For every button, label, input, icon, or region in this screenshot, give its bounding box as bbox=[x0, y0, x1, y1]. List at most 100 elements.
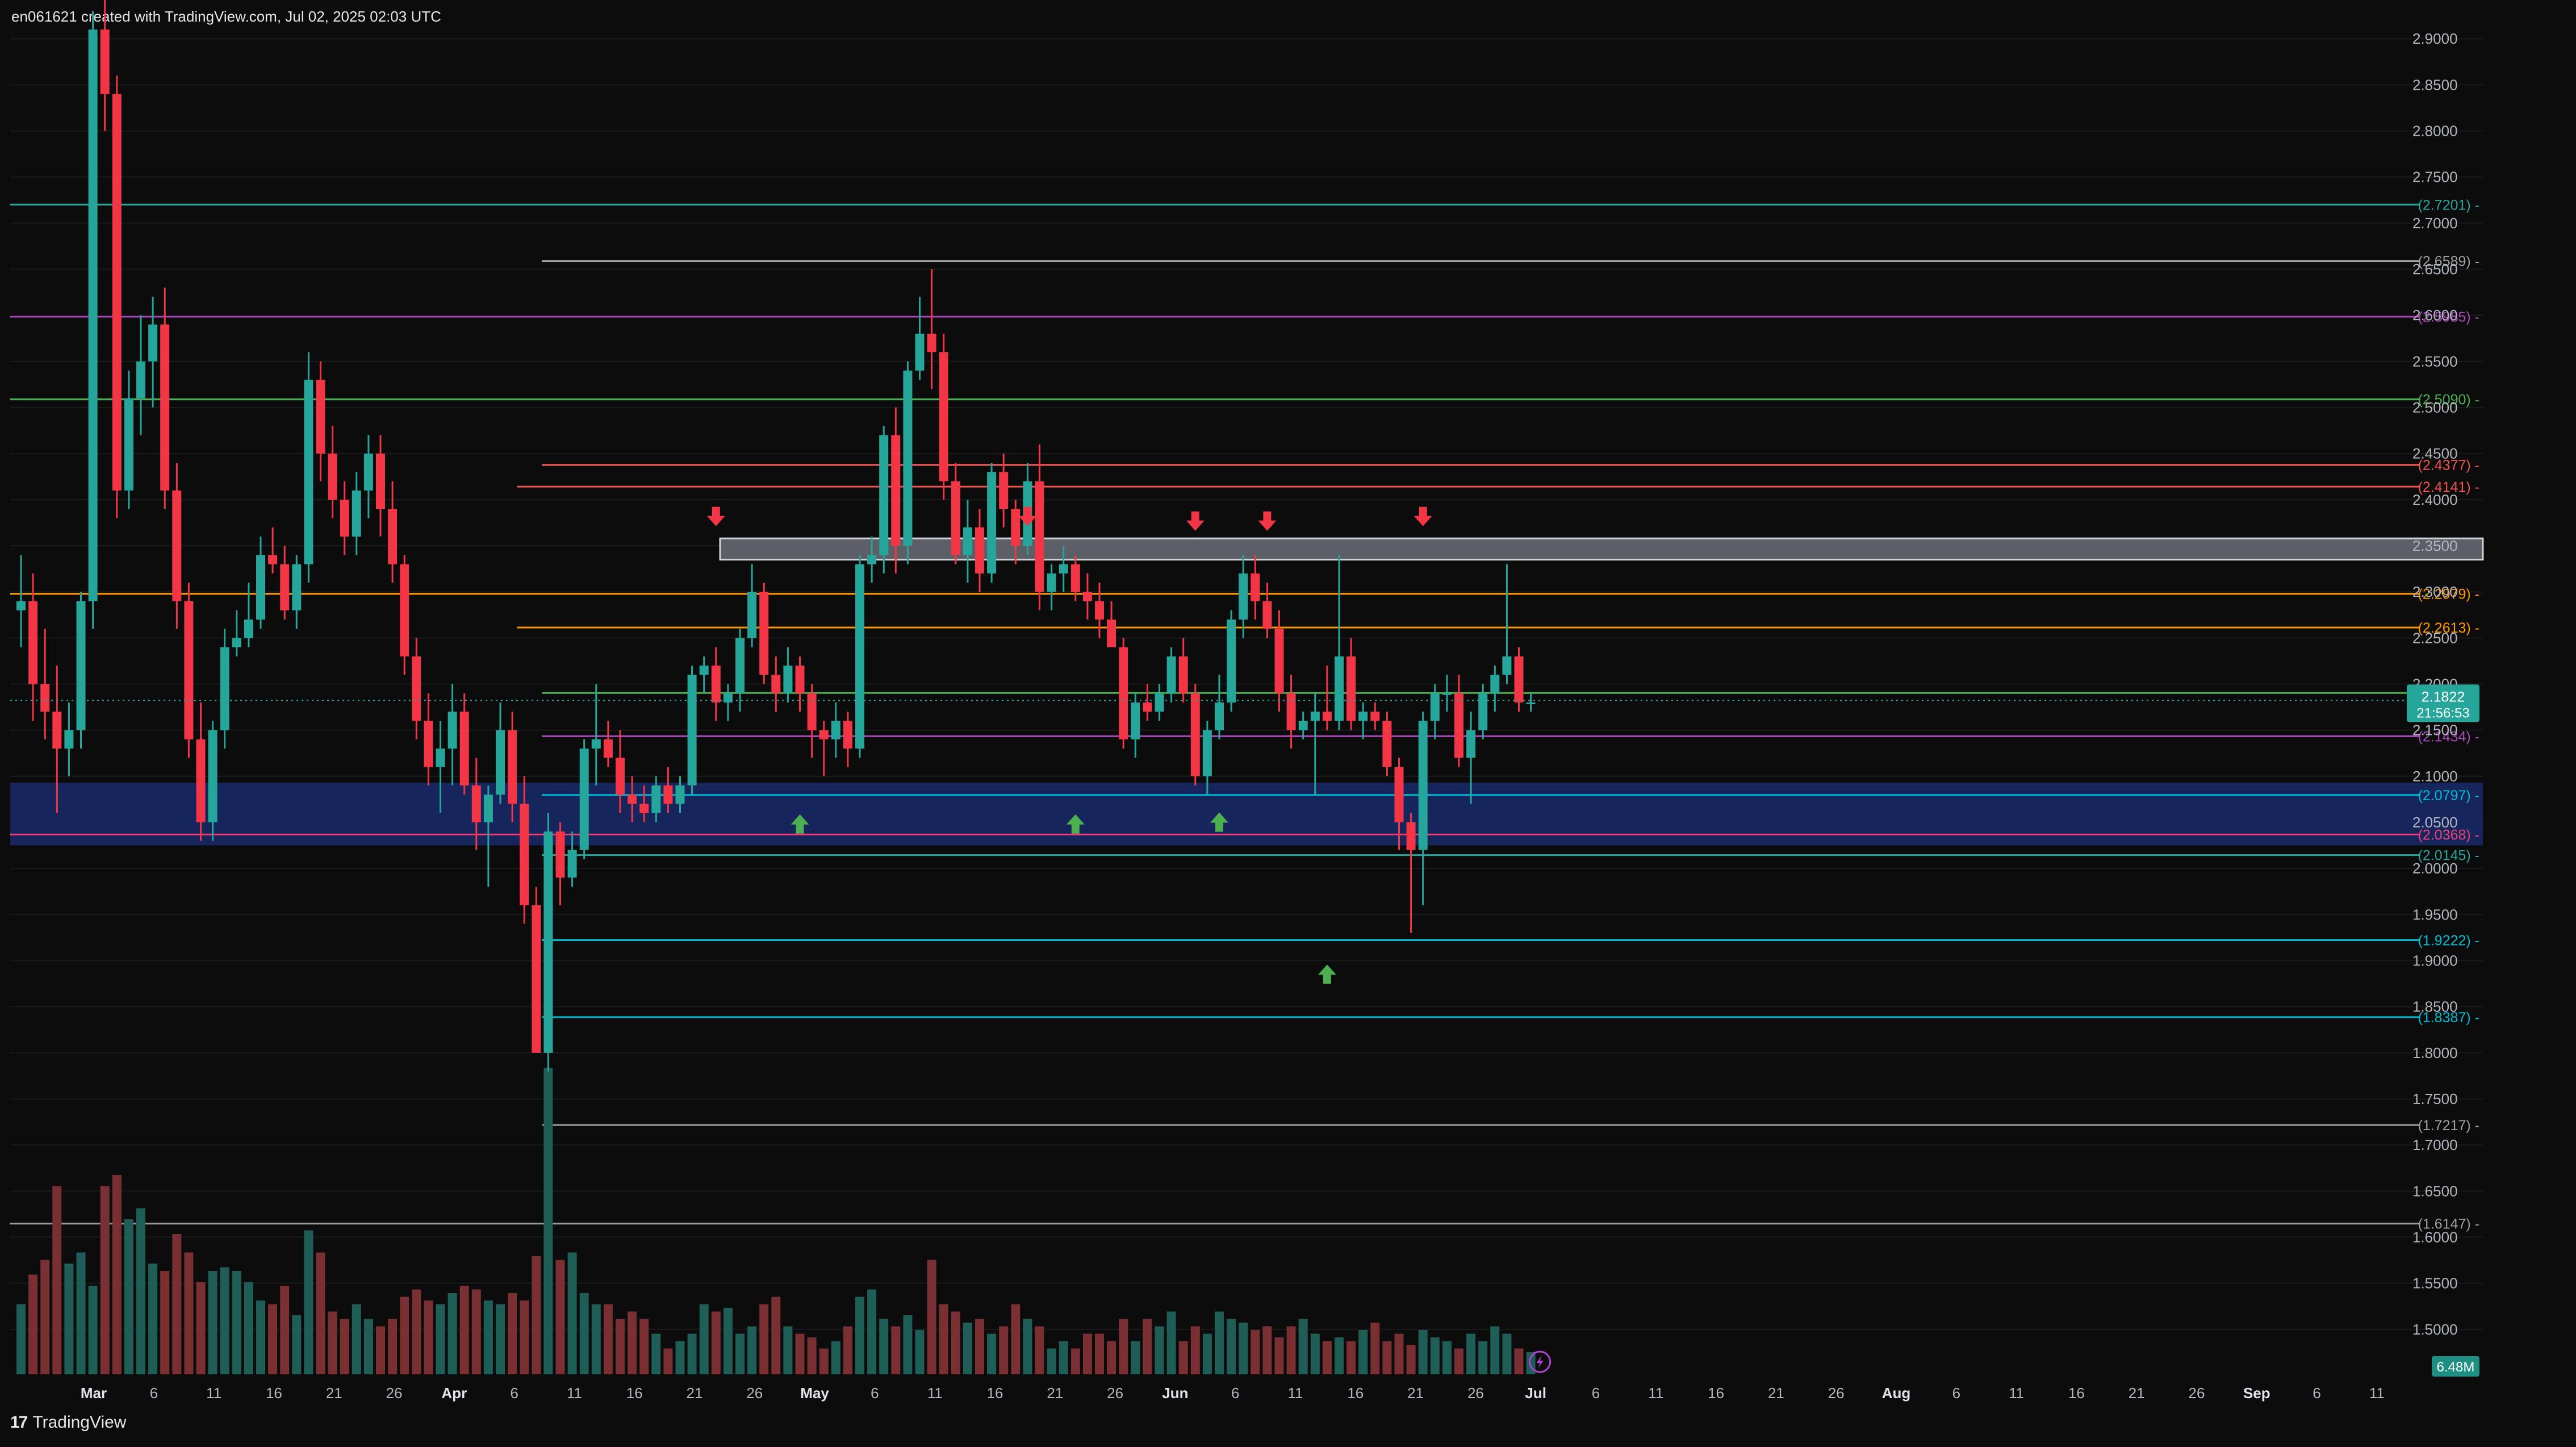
volume-bar bbox=[304, 1230, 313, 1374]
volume-bar bbox=[1011, 1304, 1021, 1374]
candle-body bbox=[1490, 675, 1500, 693]
candle-body bbox=[1215, 702, 1224, 730]
volume-bar bbox=[819, 1348, 829, 1374]
up-arrow-icon bbox=[1318, 964, 1336, 984]
candle-body bbox=[639, 804, 649, 813]
candle-body bbox=[40, 684, 50, 712]
candle-body bbox=[579, 748, 589, 850]
volume-bar bbox=[1047, 1348, 1056, 1374]
volume-bar bbox=[711, 1311, 721, 1374]
price-tick-label: 2.0500 bbox=[2412, 814, 2458, 831]
candle-body bbox=[1454, 693, 1463, 758]
volume-bar bbox=[879, 1319, 889, 1374]
down-arrow-icon bbox=[1258, 511, 1277, 531]
volume-bar bbox=[1346, 1341, 1356, 1374]
candle-body bbox=[1526, 702, 1536, 704]
volume-badge bbox=[2432, 1356, 2479, 1377]
candle-body bbox=[388, 509, 398, 564]
level-label: (2.2613) - bbox=[2418, 620, 2479, 636]
candle-body bbox=[316, 379, 325, 454]
volume-bar bbox=[555, 1260, 565, 1374]
candle-body bbox=[819, 730, 829, 739]
candle-body bbox=[1239, 573, 1248, 620]
level-label: (2.2979) - bbox=[2418, 587, 2479, 603]
price-axis[interactable]: 2.9000 2.8500 2.8000 2.7500 2.7000 2.6500 2.60… bbox=[2412, 30, 2458, 1338]
time-tick-label: 26 bbox=[746, 1385, 763, 1402]
volume-bar bbox=[843, 1326, 852, 1374]
volume-bar bbox=[496, 1304, 505, 1374]
candle-body bbox=[771, 675, 781, 693]
candle-body bbox=[927, 333, 936, 353]
time-tick-label: 21 bbox=[326, 1385, 342, 1402]
price-tick-label: 1.6000 bbox=[2412, 1229, 2458, 1246]
candle-body bbox=[148, 324, 158, 362]
down-arrow-icon bbox=[1414, 507, 1432, 526]
time-tick-label: May bbox=[800, 1385, 829, 1402]
candle-body bbox=[340, 499, 349, 537]
volume-bar bbox=[783, 1326, 793, 1374]
candle-body bbox=[1190, 693, 1200, 776]
price-tick-label: 2.7000 bbox=[2412, 215, 2458, 232]
candle-body bbox=[807, 693, 817, 730]
candle-body bbox=[1035, 481, 1044, 592]
candle-body bbox=[1418, 721, 1428, 850]
candle-body bbox=[412, 656, 421, 721]
level-label: (2.0797) - bbox=[2418, 788, 2479, 804]
candle-body bbox=[448, 712, 457, 749]
volume-bar bbox=[687, 1333, 697, 1374]
time-axis[interactable]: Mar 6 11 16 21 26 Apr 6 11 16 21 26 May 6 11 16 21 26 Jun 6… bbox=[81, 1385, 2385, 1402]
tradingview-logo-icon: 17 bbox=[10, 1413, 28, 1432]
candle-body bbox=[1514, 656, 1524, 702]
volume-bar bbox=[891, 1326, 901, 1374]
current-price-label: 2.1822 bbox=[2422, 689, 2465, 705]
volume-bar bbox=[963, 1323, 972, 1374]
brand-label: TradingView bbox=[32, 1413, 127, 1432]
volume-bar bbox=[424, 1300, 433, 1374]
time-tick-label: 6 bbox=[1952, 1385, 1960, 1402]
candle-body bbox=[471, 785, 481, 823]
time-tick-label: 6 bbox=[510, 1385, 518, 1402]
volume-bar bbox=[1358, 1330, 1368, 1374]
time-tick-label: 6 bbox=[1231, 1385, 1239, 1402]
candle-body bbox=[555, 831, 565, 878]
candle-body bbox=[891, 435, 901, 546]
horizontal-levels: (2.7201) - (2.6589) - (2.5985) - (2.5090) -… bbox=[10, 197, 2479, 1232]
time-tick-label: 26 bbox=[1828, 1385, 1845, 1402]
candle-body bbox=[915, 333, 925, 371]
volume-bars bbox=[16, 1068, 1536, 1374]
time-tick-label: Sep bbox=[2243, 1385, 2270, 1402]
price-tick-label: 2.2500 bbox=[2412, 629, 2458, 646]
candle-body bbox=[88, 30, 98, 601]
candle-body bbox=[196, 739, 206, 823]
candle-body bbox=[136, 361, 145, 399]
candle-body bbox=[759, 592, 769, 675]
volume-bar bbox=[520, 1300, 529, 1374]
lightning-icon[interactable] bbox=[1529, 1350, 1552, 1373]
candle-body bbox=[328, 453, 337, 500]
time-tick-label: 6 bbox=[2312, 1385, 2320, 1402]
candle-body bbox=[591, 739, 601, 749]
time-tick-label: 11 bbox=[1648, 1385, 1663, 1402]
time-tick-label: 11 bbox=[206, 1385, 221, 1402]
candle-body bbox=[244, 619, 253, 638]
volume-bar bbox=[232, 1271, 241, 1374]
volume-bar bbox=[591, 1304, 601, 1374]
candle-body bbox=[939, 352, 948, 482]
volume-bar bbox=[124, 1219, 133, 1374]
candle-body bbox=[999, 472, 1009, 509]
candle-body bbox=[496, 730, 505, 795]
level-label: (2.5090) - bbox=[2418, 392, 2479, 408]
candle-body bbox=[1394, 767, 1404, 823]
time-tick-label: 21 bbox=[1407, 1385, 1424, 1402]
candle-body bbox=[160, 324, 170, 491]
candle-body bbox=[1370, 712, 1380, 721]
candle-body bbox=[1119, 647, 1128, 739]
volume-bar bbox=[40, 1260, 50, 1374]
time-tick-label: 26 bbox=[1467, 1385, 1484, 1402]
volume-bar bbox=[136, 1208, 145, 1374]
candle-body bbox=[1155, 693, 1164, 712]
volume-bar bbox=[88, 1286, 98, 1374]
price-tick-label: 1.5000 bbox=[2412, 1321, 2458, 1338]
volume-bar bbox=[939, 1304, 948, 1374]
